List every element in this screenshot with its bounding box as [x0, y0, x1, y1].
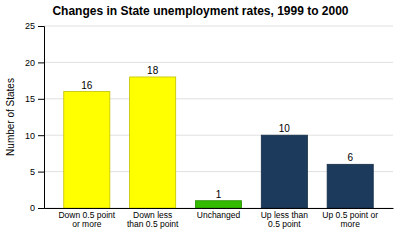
- tick-label-line: more: [341, 219, 361, 229]
- bar: [130, 77, 176, 208]
- data-labels: 16 18 1 10 6: [81, 65, 353, 200]
- x-axis: Down 0.5 pointor more Down lessthan 0.5 p…: [45, 209, 394, 230]
- grid-line: [44, 62, 393, 63]
- tick: Down 0.5 pointor more: [58, 210, 115, 229]
- tick: 20: [25, 58, 44, 68]
- bar: [327, 164, 373, 208]
- tick: Up less than0.5 point: [261, 210, 309, 229]
- y-axis: 0 5 10 15 20 25: [25, 21, 45, 213]
- grid-line: [44, 26, 393, 27]
- data-label: 18: [147, 65, 159, 76]
- data-label: 16: [81, 80, 93, 91]
- grid: [44, 26, 393, 208]
- tick-mark: [38, 172, 44, 173]
- tick-label: 25: [25, 21, 35, 31]
- tick-mark: [38, 135, 44, 136]
- data-label: 6: [347, 152, 353, 163]
- axis-line: [38, 27, 45, 209]
- tick-label: 10: [25, 131, 35, 141]
- tick: Unchanged: [197, 210, 241, 220]
- data-label: 10: [279, 123, 291, 134]
- y-axis-title: Number of States: [5, 78, 16, 156]
- tick: 0: [30, 203, 44, 213]
- tick-mark: [38, 99, 44, 100]
- tick-label-line: than 0.5 point: [127, 219, 179, 229]
- axis-line: [45, 208, 394, 209]
- tick-mark: [38, 208, 44, 209]
- tick-label-line: 0.5 point: [268, 219, 301, 229]
- tick-mark: [38, 26, 44, 27]
- tick: 15: [25, 94, 44, 104]
- tick-label: Unchanged: [197, 210, 241, 220]
- tick-label-line: or more: [72, 219, 102, 229]
- tick-label: 5: [30, 167, 35, 177]
- tick-label: 20: [25, 58, 35, 68]
- tick-label: Up less than0.5 point: [261, 210, 309, 229]
- data-label: 1: [216, 189, 222, 200]
- tick: Up 0.5 point ormore: [322, 210, 378, 229]
- bar: [261, 135, 307, 208]
- tick-label: Down lessthan 0.5 point: [127, 210, 179, 229]
- bar: [195, 201, 241, 208]
- tick: Down lessthan 0.5 point: [127, 210, 179, 229]
- plot: 161811060510152025Down 0.5 pointor moreD…: [25, 21, 394, 229]
- tick-label-line: Unchanged: [197, 210, 241, 220]
- bars: [64, 77, 373, 208]
- tick-label: Down 0.5 pointor more: [58, 210, 115, 229]
- tick: 25: [25, 21, 44, 31]
- tick-label: 0: [30, 203, 35, 213]
- tick-mark: [38, 62, 44, 63]
- tick-label: Up 0.5 point ormore: [322, 210, 378, 229]
- chart: Changes in State unemployment rates, 199…: [0, 0, 401, 238]
- tick: 5: [30, 167, 44, 177]
- bar: [64, 92, 110, 208]
- tick: 10: [25, 131, 44, 141]
- tick-label: 15: [25, 94, 35, 104]
- title: Changes in State unemployment rates, 199…: [52, 4, 348, 18]
